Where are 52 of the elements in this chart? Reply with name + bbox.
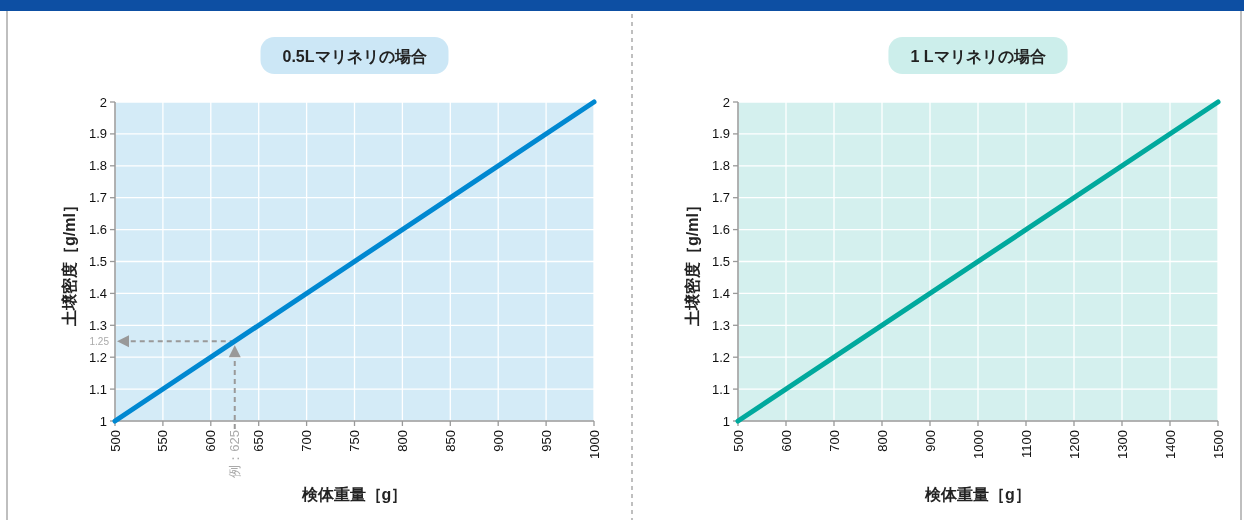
x-tick-label: 900 — [922, 430, 938, 452]
x-tick-label: 950 — [538, 430, 554, 452]
x-tick-label: 1200 — [1066, 430, 1082, 459]
x-axis-title: 検体重量［g］ — [924, 486, 1031, 504]
y-tick-label: 2 — [99, 94, 107, 110]
x-tick-label: 1300 — [1114, 430, 1130, 459]
y-tick-label: 1.1 — [88, 381, 107, 397]
y-tick-label: 1 — [99, 413, 107, 429]
y-tick-label: 1.9 — [88, 126, 107, 142]
x-tick-label: 1400 — [1162, 430, 1178, 459]
x-tick-label: 750 — [347, 430, 362, 452]
x-axis-title: 検体重量［g］ — [300, 486, 408, 504]
y-tick-label: 1.2 — [711, 349, 730, 365]
x-tick-label: 550 — [155, 430, 171, 452]
y-tick-label: 1.9 — [711, 126, 730, 142]
y-tick-label: 1.3 — [711, 317, 730, 333]
x-tick-label: 850 — [442, 430, 458, 452]
x-tick-label: 1000 — [970, 430, 986, 459]
x-tick-label: 600 — [778, 430, 794, 452]
x-tick-label: 600 — [203, 430, 219, 452]
chart-title: 1 Lマリネリの場合 — [910, 48, 1046, 65]
y-tick-label: 1.1 — [711, 381, 730, 397]
y-tick-label: 1.5 — [88, 254, 107, 269]
y-tick-label: 1.6 — [88, 222, 107, 238]
y-tick-label: 1.4 — [88, 285, 107, 301]
chart-title: 0.5Lマリネリの場合 — [282, 48, 427, 65]
y-tick-label: 1.8 — [711, 158, 730, 174]
x-tick-label: 650 — [251, 430, 267, 452]
ref-line-label: 例：625 — [227, 430, 243, 478]
y-tick-label: 1.4 — [711, 285, 730, 301]
y-tick-label: 1.6 — [711, 222, 730, 238]
x-tick-label: 1000 — [586, 430, 602, 459]
y-axis-title: 土壌密度［g/ml］ — [683, 197, 702, 327]
y-tick-label: 1.5 — [711, 254, 730, 269]
x-tick-label: 500 — [107, 430, 123, 452]
y-axis-title: 土壌密度［g/ml］ — [60, 197, 79, 327]
y-tick-label: 1.7 — [711, 190, 730, 206]
x-tick-label: 800 — [394, 430, 410, 452]
y-tick-label: 1.7 — [88, 190, 107, 206]
x-tick-label: 700 — [299, 430, 315, 452]
x-tick-label: 500 — [730, 430, 746, 452]
x-tick-label: 1100 — [1018, 430, 1034, 458]
y-tick-label: 1.3 — [88, 317, 107, 333]
x-tick-label: 800 — [874, 430, 890, 452]
y-tick-label: 1.2 — [88, 349, 107, 365]
x-tick-label: 1500 — [1210, 430, 1226, 459]
y-tick-label: 1.8 — [88, 158, 107, 174]
x-tick-label: 700 — [826, 430, 842, 452]
y-tick-label: 1 — [722, 413, 730, 429]
x-tick-label: 900 — [490, 430, 506, 452]
y-tick-label: 2 — [722, 94, 730, 110]
ref-line-label: 1.25 — [89, 335, 110, 347]
